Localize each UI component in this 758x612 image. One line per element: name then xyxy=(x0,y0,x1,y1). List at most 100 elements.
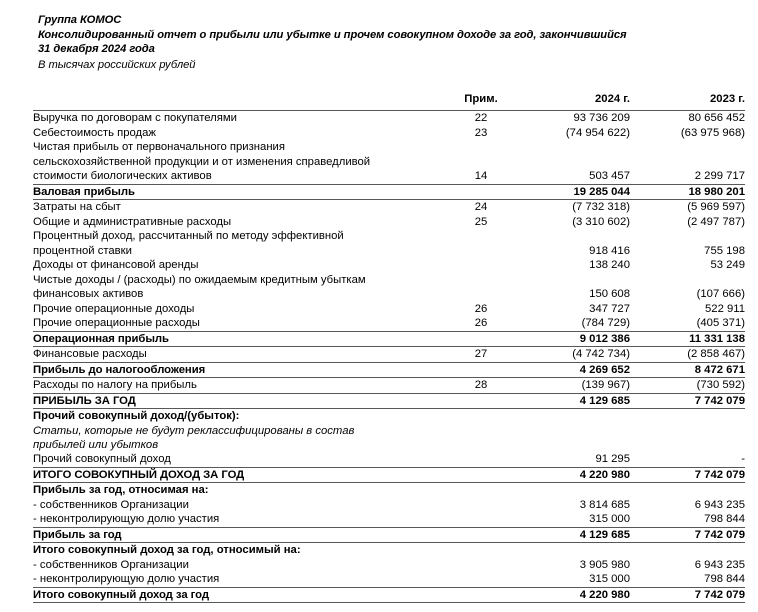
row-label: Операционная прибыль xyxy=(33,330,446,348)
row-note-ref: 26 xyxy=(474,302,488,315)
row-label: финансовых активов xyxy=(33,288,144,301)
row-value-2024 xyxy=(516,483,630,498)
row-value-2023 xyxy=(630,229,745,244)
row-value-2023: 7 742 079 xyxy=(630,466,745,484)
row-label: Процентный доход, рассчитанный по методу… xyxy=(33,230,344,243)
statement-row: финансовых активов 150 608 (107 666) xyxy=(33,287,745,302)
company-name: Группа КОМОС xyxy=(38,14,122,26)
row-note-ref xyxy=(446,543,516,558)
row-value-2023 xyxy=(630,424,745,438)
row-value-2024: 4 129 685 xyxy=(516,526,630,544)
table-header: Прим. 2024 г. 2023 г. xyxy=(33,92,745,111)
statement-row: прибылей или убытков xyxy=(33,438,745,452)
statement-row: Расходы по налогу на прибыль 28 (139 967) (… xyxy=(33,378,745,394)
row-note-ref xyxy=(446,140,516,155)
row-value-2023: 7 742 079 xyxy=(630,526,745,544)
row-note-ref xyxy=(446,330,516,348)
row-value-2023 xyxy=(630,155,745,170)
row-note-ref xyxy=(446,183,516,201)
row-value-2023: 798 844 xyxy=(704,573,745,586)
row-value-2023: 755 198 xyxy=(704,244,745,257)
row-value-2023: 6 943 235 xyxy=(694,558,745,571)
row-value-2024: (7 732 318) xyxy=(572,201,630,214)
row-note-ref xyxy=(446,424,516,438)
row-value-2024: (74 954 622) xyxy=(565,126,630,139)
row-label: Итого совокупный доход за год xyxy=(33,586,446,604)
row-label: Прочий совокупный доход/(убыток): xyxy=(33,408,446,424)
statement-row: Затраты на сбыт 24 (7 732 318) (5 969 597) xyxy=(33,200,745,215)
statement-row: ПРИБЫЛЬ ЗА ГОД 4 129 685 7 742 079 xyxy=(33,392,745,410)
row-note-ref: 26 xyxy=(474,317,488,330)
statement-row: Валовая прибыль 19 285 044 18 980 201 xyxy=(33,183,745,201)
row-value-2024 xyxy=(516,273,630,288)
row-value-2024 xyxy=(516,155,630,170)
row-value-2024: 4 269 652 xyxy=(516,361,630,379)
row-label: стоимости биологических активов xyxy=(33,170,212,183)
row-note-ref: 23 xyxy=(474,126,488,139)
row-note-ref: 25 xyxy=(474,215,488,228)
row-value-2024 xyxy=(516,408,630,424)
row-label: прибылей или убытков xyxy=(33,439,159,452)
row-label: сельскохозяйственной продукции и от изме… xyxy=(33,155,371,168)
row-note-ref xyxy=(446,258,516,273)
row-note-ref xyxy=(446,483,516,498)
row-value-2023 xyxy=(630,483,745,498)
row-label: Расходы по налогу на прибыль xyxy=(33,379,197,392)
row-value-2023: (730 592) xyxy=(696,379,745,392)
row-note-ref xyxy=(446,466,516,484)
statement-title-line-2: 31 декабря 2024 года xyxy=(38,43,155,56)
row-label: ИТОГО СОВОКУПНЫЙ ДОХОД ЗА ГОД xyxy=(33,466,446,484)
row-note-ref xyxy=(446,452,516,467)
row-value-2023: 80 656 452 xyxy=(630,110,745,126)
row-note-ref xyxy=(446,408,516,424)
row-label: Затраты на сбыт xyxy=(33,201,121,214)
statement-row: Доходы от финансовой аренды 138 240 53 249 xyxy=(33,258,745,273)
row-label: Прочие операционные доходы xyxy=(33,302,195,315)
income-statement-table: Прим. 2024 г. 2023 г. Выручка по договор… xyxy=(33,92,745,604)
statement-row: Прочий совокупный доход 91 295 - xyxy=(33,452,745,467)
row-value-2023 xyxy=(630,543,745,558)
row-value-2024: 93 736 209 xyxy=(516,110,630,126)
row-label: Чистые доходы / (расходы) по ожидаемым к… xyxy=(33,273,366,286)
row-value-2024: 315 000 xyxy=(589,513,630,526)
statement-row: Выручка по договорам с покупателями 22 93 … xyxy=(33,110,745,126)
row-value-2024 xyxy=(516,424,630,438)
row-value-2023 xyxy=(630,140,745,155)
row-value-2023 xyxy=(630,438,745,452)
row-value-2023: 522 911 xyxy=(705,302,745,315)
row-value-2023: 8 472 671 xyxy=(630,361,745,379)
statement-row: Статьи, которые не будут реклассифициров… xyxy=(33,424,745,438)
statement-row: Себестоимость продаж 23 (74 954 622) (63 97… xyxy=(33,126,745,141)
row-label: - собственников Организации xyxy=(33,558,189,571)
row-label: - неконтролирующую долю участия xyxy=(33,513,220,526)
row-label: - собственников Организации xyxy=(33,498,189,511)
row-value-2023: 2 299 717 xyxy=(694,170,745,183)
row-note-ref xyxy=(446,586,516,604)
row-note-ref: 24 xyxy=(474,201,488,214)
row-label: Чистая прибыль от первоначального призна… xyxy=(33,141,285,154)
row-note-ref: 28 xyxy=(474,379,488,392)
statement-row: Итого совокупный доход за год, относимый… xyxy=(33,543,745,558)
row-label: Прибыль за год xyxy=(33,526,446,544)
row-note-ref: 27 xyxy=(474,348,488,361)
row-value-2024: 138 240 xyxy=(589,259,630,272)
row-value-2024: 9 012 386 xyxy=(516,330,630,348)
statement-row: Операционная прибыль 9 012 386 11 331 138 xyxy=(33,330,745,348)
statement-row: Прибыль за год 4 129 685 7 742 079 xyxy=(33,526,745,544)
row-label: ПРИБЫЛЬ ЗА ГОД xyxy=(33,392,446,410)
row-value-2023: (2 858 467) xyxy=(687,348,745,361)
row-value-2024: 918 416 xyxy=(589,244,630,257)
row-note-ref xyxy=(446,572,516,587)
row-note-ref xyxy=(446,526,516,544)
row-value-2023: (107 666) xyxy=(696,288,745,301)
statement-row: - собственников Организации 3 814 685 6 94… xyxy=(33,498,745,513)
row-note-ref xyxy=(446,273,516,288)
row-value-2024: 503 457 xyxy=(589,170,630,183)
row-note-ref: 22 xyxy=(446,110,516,126)
row-value-2023 xyxy=(630,408,745,424)
measurement-units: В тысячах российских рублей xyxy=(38,58,196,71)
row-value-2023: 18 980 201 xyxy=(630,183,745,201)
statement-row: Итого совокупный доход за год 4 220 980 7 … xyxy=(33,586,745,604)
row-note-ref xyxy=(446,558,516,573)
